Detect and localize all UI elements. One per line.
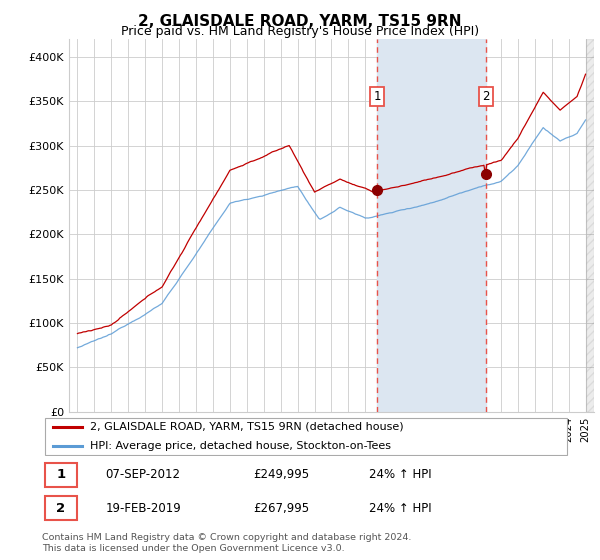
Bar bbox=[586, 39, 594, 412]
Text: £249,995: £249,995 bbox=[253, 468, 310, 481]
FancyBboxPatch shape bbox=[44, 463, 77, 487]
Bar bbox=[377, 39, 486, 412]
FancyBboxPatch shape bbox=[44, 496, 77, 520]
Text: 24% ↑ HPI: 24% ↑ HPI bbox=[370, 468, 432, 481]
Text: 2: 2 bbox=[482, 90, 490, 104]
FancyBboxPatch shape bbox=[44, 418, 568, 455]
Text: 1: 1 bbox=[373, 90, 381, 104]
Text: £267,995: £267,995 bbox=[253, 502, 310, 515]
Text: Price paid vs. HM Land Registry's House Price Index (HPI): Price paid vs. HM Land Registry's House … bbox=[121, 25, 479, 38]
Text: HPI: Average price, detached house, Stockton-on-Tees: HPI: Average price, detached house, Stoc… bbox=[89, 441, 391, 450]
Text: 07-SEP-2012: 07-SEP-2012 bbox=[106, 468, 181, 481]
Text: 2, GLAISDALE ROAD, YARM, TS15 9RN: 2, GLAISDALE ROAD, YARM, TS15 9RN bbox=[138, 14, 462, 29]
Text: 2, GLAISDALE ROAD, YARM, TS15 9RN (detached house): 2, GLAISDALE ROAD, YARM, TS15 9RN (detac… bbox=[89, 422, 403, 432]
Text: 24% ↑ HPI: 24% ↑ HPI bbox=[370, 502, 432, 515]
Text: Contains HM Land Registry data © Crown copyright and database right 2024.
This d: Contains HM Land Registry data © Crown c… bbox=[42, 533, 412, 553]
Text: 1: 1 bbox=[56, 468, 65, 481]
Text: 2: 2 bbox=[56, 502, 65, 515]
Text: 19-FEB-2019: 19-FEB-2019 bbox=[106, 502, 181, 515]
